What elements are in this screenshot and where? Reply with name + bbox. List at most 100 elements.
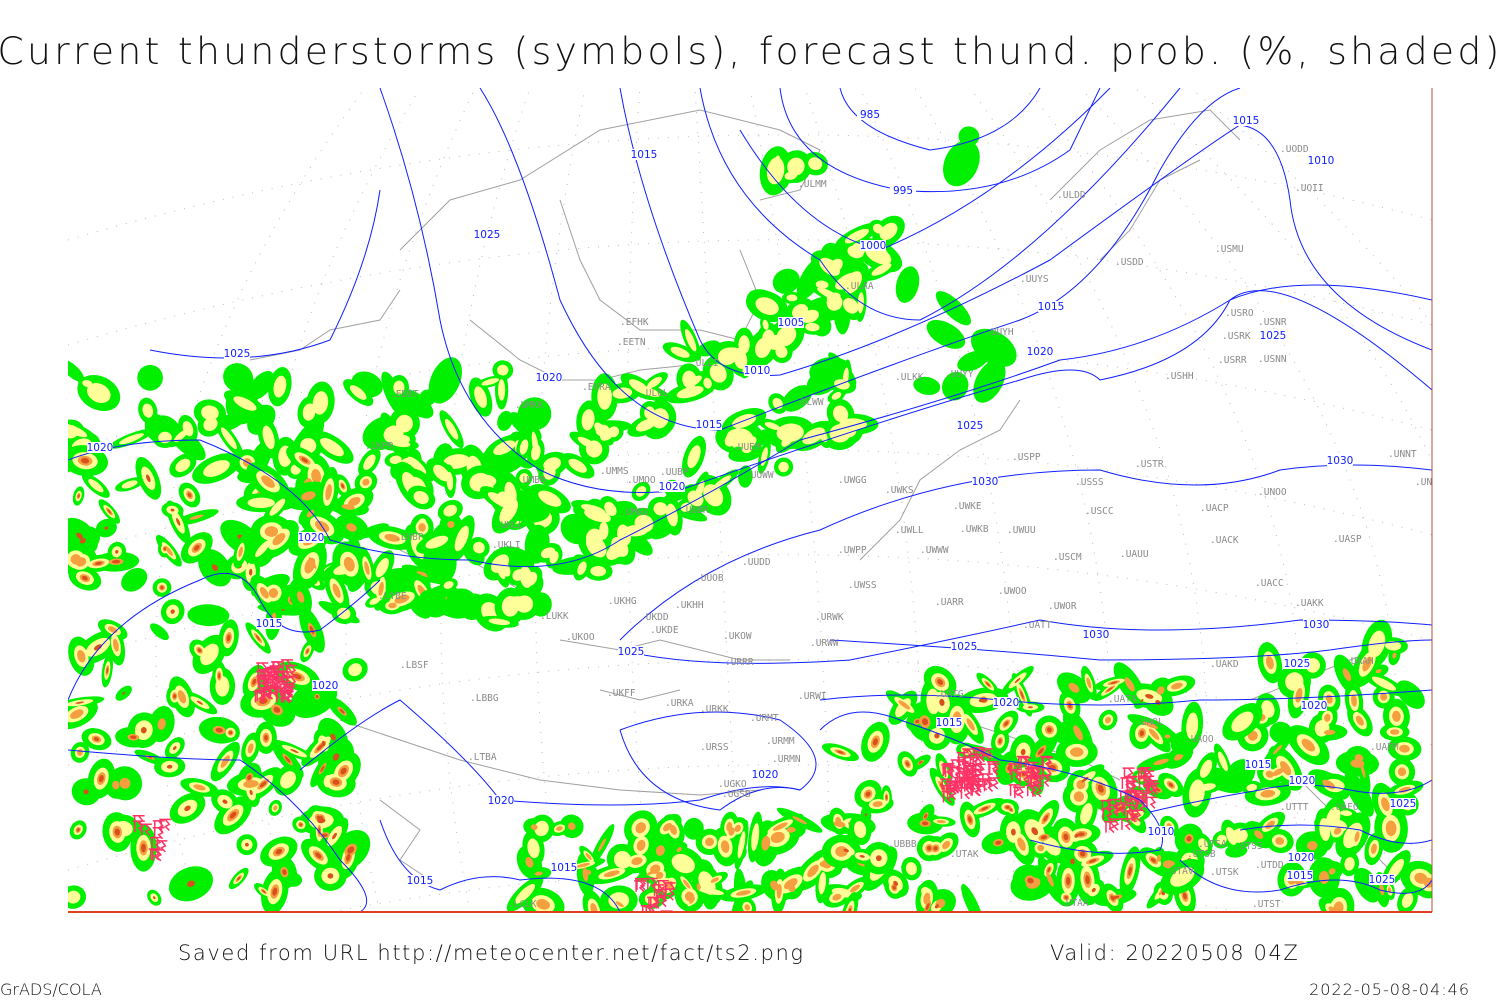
probability-cell [282,869,287,876]
probability-cell [1260,789,1276,798]
probability-cell [943,140,980,187]
thunderstorm-symbol [1016,755,1029,768]
isobar-label-bg [224,348,250,359]
station-label: .UTDD [1255,860,1284,871]
probability-cell [1150,857,1156,863]
probability-cell [160,585,164,590]
probability-cell [1225,826,1238,845]
probability-cell [831,392,842,400]
isobar-label-bg [87,442,113,453]
probability-cell [388,602,397,609]
thunderstorm-symbol [987,763,1000,776]
probability-cell [835,816,842,826]
station-label: .UKOW [723,631,752,642]
probability-cell [245,842,249,847]
probability-cell [703,484,724,507]
probability-cell [446,588,476,613]
probability-cell [339,708,345,714]
generated-timestamp: 2022-05-08-04:46 [1309,980,1470,999]
probability-cell [93,644,103,651]
probability-cell [934,733,940,739]
isobar-label-bg [1390,798,1416,809]
probability-cell [68,890,81,904]
probability-cell [734,824,742,833]
probability-cell [792,816,807,825]
probability-cell [86,383,111,403]
probability-cell [397,388,434,419]
probability-cell [517,397,552,431]
station-label: .UWKS [885,485,914,496]
probability-cell [474,386,488,408]
probability-cell [913,376,941,396]
probability-cell [905,862,917,876]
probability-cell [636,839,646,851]
probability-cell [939,698,945,706]
probability-cell [425,535,449,549]
isobar-line [739,88,1111,251]
probability-cell [284,756,291,763]
station-label: .ULDD [1057,190,1086,201]
station-label: .USHH [1165,371,1194,382]
isobar-label: 1020 [1288,852,1315,864]
probability-cell [290,749,299,754]
probability-cell [755,297,779,315]
parallel [68,134,1432,241]
probability-cell [495,558,506,580]
probability-cell [1198,838,1209,851]
probability-cell [957,350,989,372]
probability-cell [1085,875,1090,885]
probability-cell [301,491,316,501]
probability-cell [530,824,538,830]
station-label: .UGKO [718,779,747,790]
isobar-label: 985 [860,109,880,121]
isobar-label: 1015 [407,875,434,887]
probability-cell [193,544,200,551]
isobar-labels: 985 995 1000 1005 1010 1015 1015 1015 1015 1020 10… [87,109,1416,887]
coastline [559,639,790,661]
probability-cell [1246,783,1258,792]
probability-cell [615,901,624,908]
thunderstorm-symbol [1103,820,1116,834]
isobar-label: 1020 [298,532,325,544]
probability-cell [1370,843,1377,855]
probability-cell [1254,830,1264,839]
station-label: .USMU [1215,244,1244,255]
thunderstorm-symbols [132,659,1160,912]
station-label: .EETN [617,337,646,348]
probability-cell [744,436,757,448]
station-label: .UNOO [1258,487,1287,498]
probability-cell [320,765,325,773]
thunderstorm-symbol [256,670,269,683]
probability-cell [318,815,324,821]
probability-cell [358,523,389,539]
probability-cell [261,889,266,893]
station-label: .UWGG [838,475,867,486]
thunderstorm-probability-shading [68,126,1432,912]
probability-cell [315,695,319,699]
probability-cell [504,481,517,506]
probability-cell [1164,734,1171,739]
probability-cell [1371,676,1397,691]
probability-cell [247,743,254,754]
probability-cell [201,405,219,421]
probability-cell [107,509,112,514]
probability-cell [603,870,620,878]
probability-cell [93,737,100,742]
probability-cell [1351,694,1357,707]
probability-cell [255,635,261,641]
probability-cell [348,496,361,507]
probability-cell [68,423,88,438]
station-label: .USCC [1085,506,1114,517]
probability-cell [112,780,120,790]
probability-cell [926,845,932,851]
probability-cell [933,846,938,851]
probability-cell [327,873,334,879]
probability-cell [1139,730,1145,737]
thunderstorm-symbol [281,690,294,703]
coastline [249,289,401,361]
probability-cell [925,903,930,911]
probability-cell [346,853,351,862]
probability-cell [153,896,156,900]
thunderstorm-symbol [266,678,279,691]
probability-cell [1143,721,1159,729]
